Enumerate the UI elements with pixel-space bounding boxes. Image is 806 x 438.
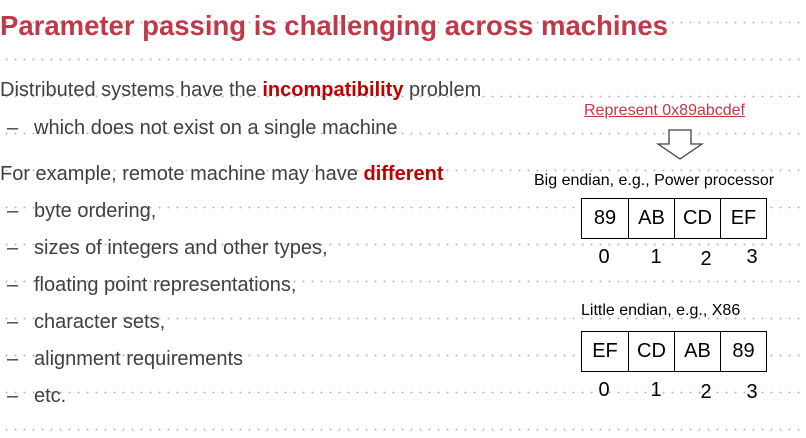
bullet-item: – etc. <box>7 385 66 408</box>
example-prefix: For example, remote machine may have <box>0 163 364 185</box>
byte-cell: AB <box>628 199 674 238</box>
bullet-item: – floating point representations, <box>7 274 296 297</box>
intro-prefix: Distributed systems have the <box>0 79 263 101</box>
bullet-dash: – <box>7 117 19 139</box>
byte-index: 1 <box>650 379 662 401</box>
bullet-text: floating point representations, <box>34 274 297 296</box>
byte-index: 2 <box>700 248 712 270</box>
intro-suffix: problem <box>403 79 482 101</box>
intro-bullet-text: which does not exist on a single machine <box>34 117 398 139</box>
intro-highlight: incompatibility <box>262 79 404 101</box>
byte-cell: CD <box>674 199 720 238</box>
bullet-text: sizes of integers and other types, <box>34 237 328 259</box>
byte-cell: 89 <box>720 332 766 371</box>
bullet-dash: – <box>7 385 19 407</box>
big-endian-byte-row: 89 AB CD EF <box>581 198 767 239</box>
bullet-dash: – <box>7 348 19 370</box>
bullet-text: etc. <box>34 385 67 407</box>
byte-index: 1 <box>650 246 662 268</box>
bullet-item: – byte ordering, <box>7 200 156 223</box>
bullet-dash: – <box>7 274 19 296</box>
slide-title: Parameter passing is challenging across … <box>0 10 668 41</box>
intro-line: Distributed systems have the incompatibi… <box>0 79 481 102</box>
byte-index: 3 <box>746 246 758 268</box>
byte-cell: AB <box>674 332 720 371</box>
byte-cell: EF <box>592 340 618 362</box>
little-endian-byte-row: EF CD AB 89 <box>581 331 767 372</box>
example-highlight: different <box>363 163 444 185</box>
byte-index: 0 <box>598 379 610 401</box>
down-arrow-icon <box>656 129 704 160</box>
bullet-text: alignment requirements <box>34 348 243 370</box>
byte-index: 3 <box>746 381 758 403</box>
bullet-text: character sets, <box>34 311 166 333</box>
bullet-dash: – <box>7 237 19 259</box>
little-endian-caption: Little endian, e.g., X86 <box>581 302 741 319</box>
intro-bullet-item: – which does not exist on a single machin… <box>7 117 398 140</box>
bullet-dash: – <box>7 200 19 222</box>
byte-cell: EF <box>720 199 766 238</box>
represent-link[interactable]: Represent 0x89abcdef <box>584 102 745 119</box>
byte-cell: 89 <box>593 207 617 229</box>
bullet-item: – character sets, <box>7 311 165 334</box>
bullet-dash: – <box>7 311 19 333</box>
example-line: For example, remote machine may have dif… <box>0 163 444 186</box>
byte-cell: CD <box>628 332 674 371</box>
byte-index: 2 <box>700 381 712 403</box>
bullet-item: – alignment requirements <box>7 348 243 371</box>
byte-index: 0 <box>598 246 610 268</box>
bullet-item: – sizes of integers and other types, <box>7 237 328 260</box>
big-endian-caption: Big endian, e.g., Power processor <box>534 172 775 189</box>
bullet-text: byte ordering, <box>34 200 157 222</box>
